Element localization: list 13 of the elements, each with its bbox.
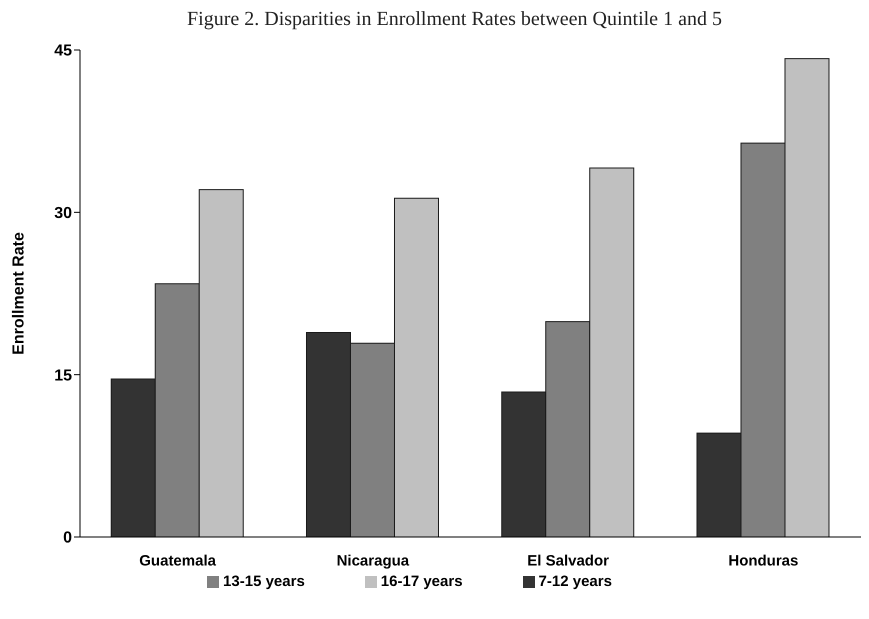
y-tick-label: 0	[63, 530, 72, 547]
legend-label: 13-15 years	[223, 573, 305, 590]
y-tick-label: 30	[54, 205, 72, 222]
y-axis-title: Enrollment Rate	[10, 232, 28, 355]
y-tick-label: 45	[54, 42, 72, 60]
x-tick-label: Honduras	[728, 552, 798, 570]
legend-label: 16-17 years	[380, 573, 463, 590]
x-tick-label: El Salvador	[527, 552, 610, 570]
legend-label: 7-12 years	[538, 573, 612, 590]
x-tick-label: Guatemala	[139, 552, 217, 570]
chart-title: Figure 2. Disparities in Enrollment Rates between Quintile 1 and 5	[186, 8, 723, 32]
y-tick-label: 15	[54, 367, 72, 384]
x-tick-label: Nicaragua	[336, 552, 410, 570]
